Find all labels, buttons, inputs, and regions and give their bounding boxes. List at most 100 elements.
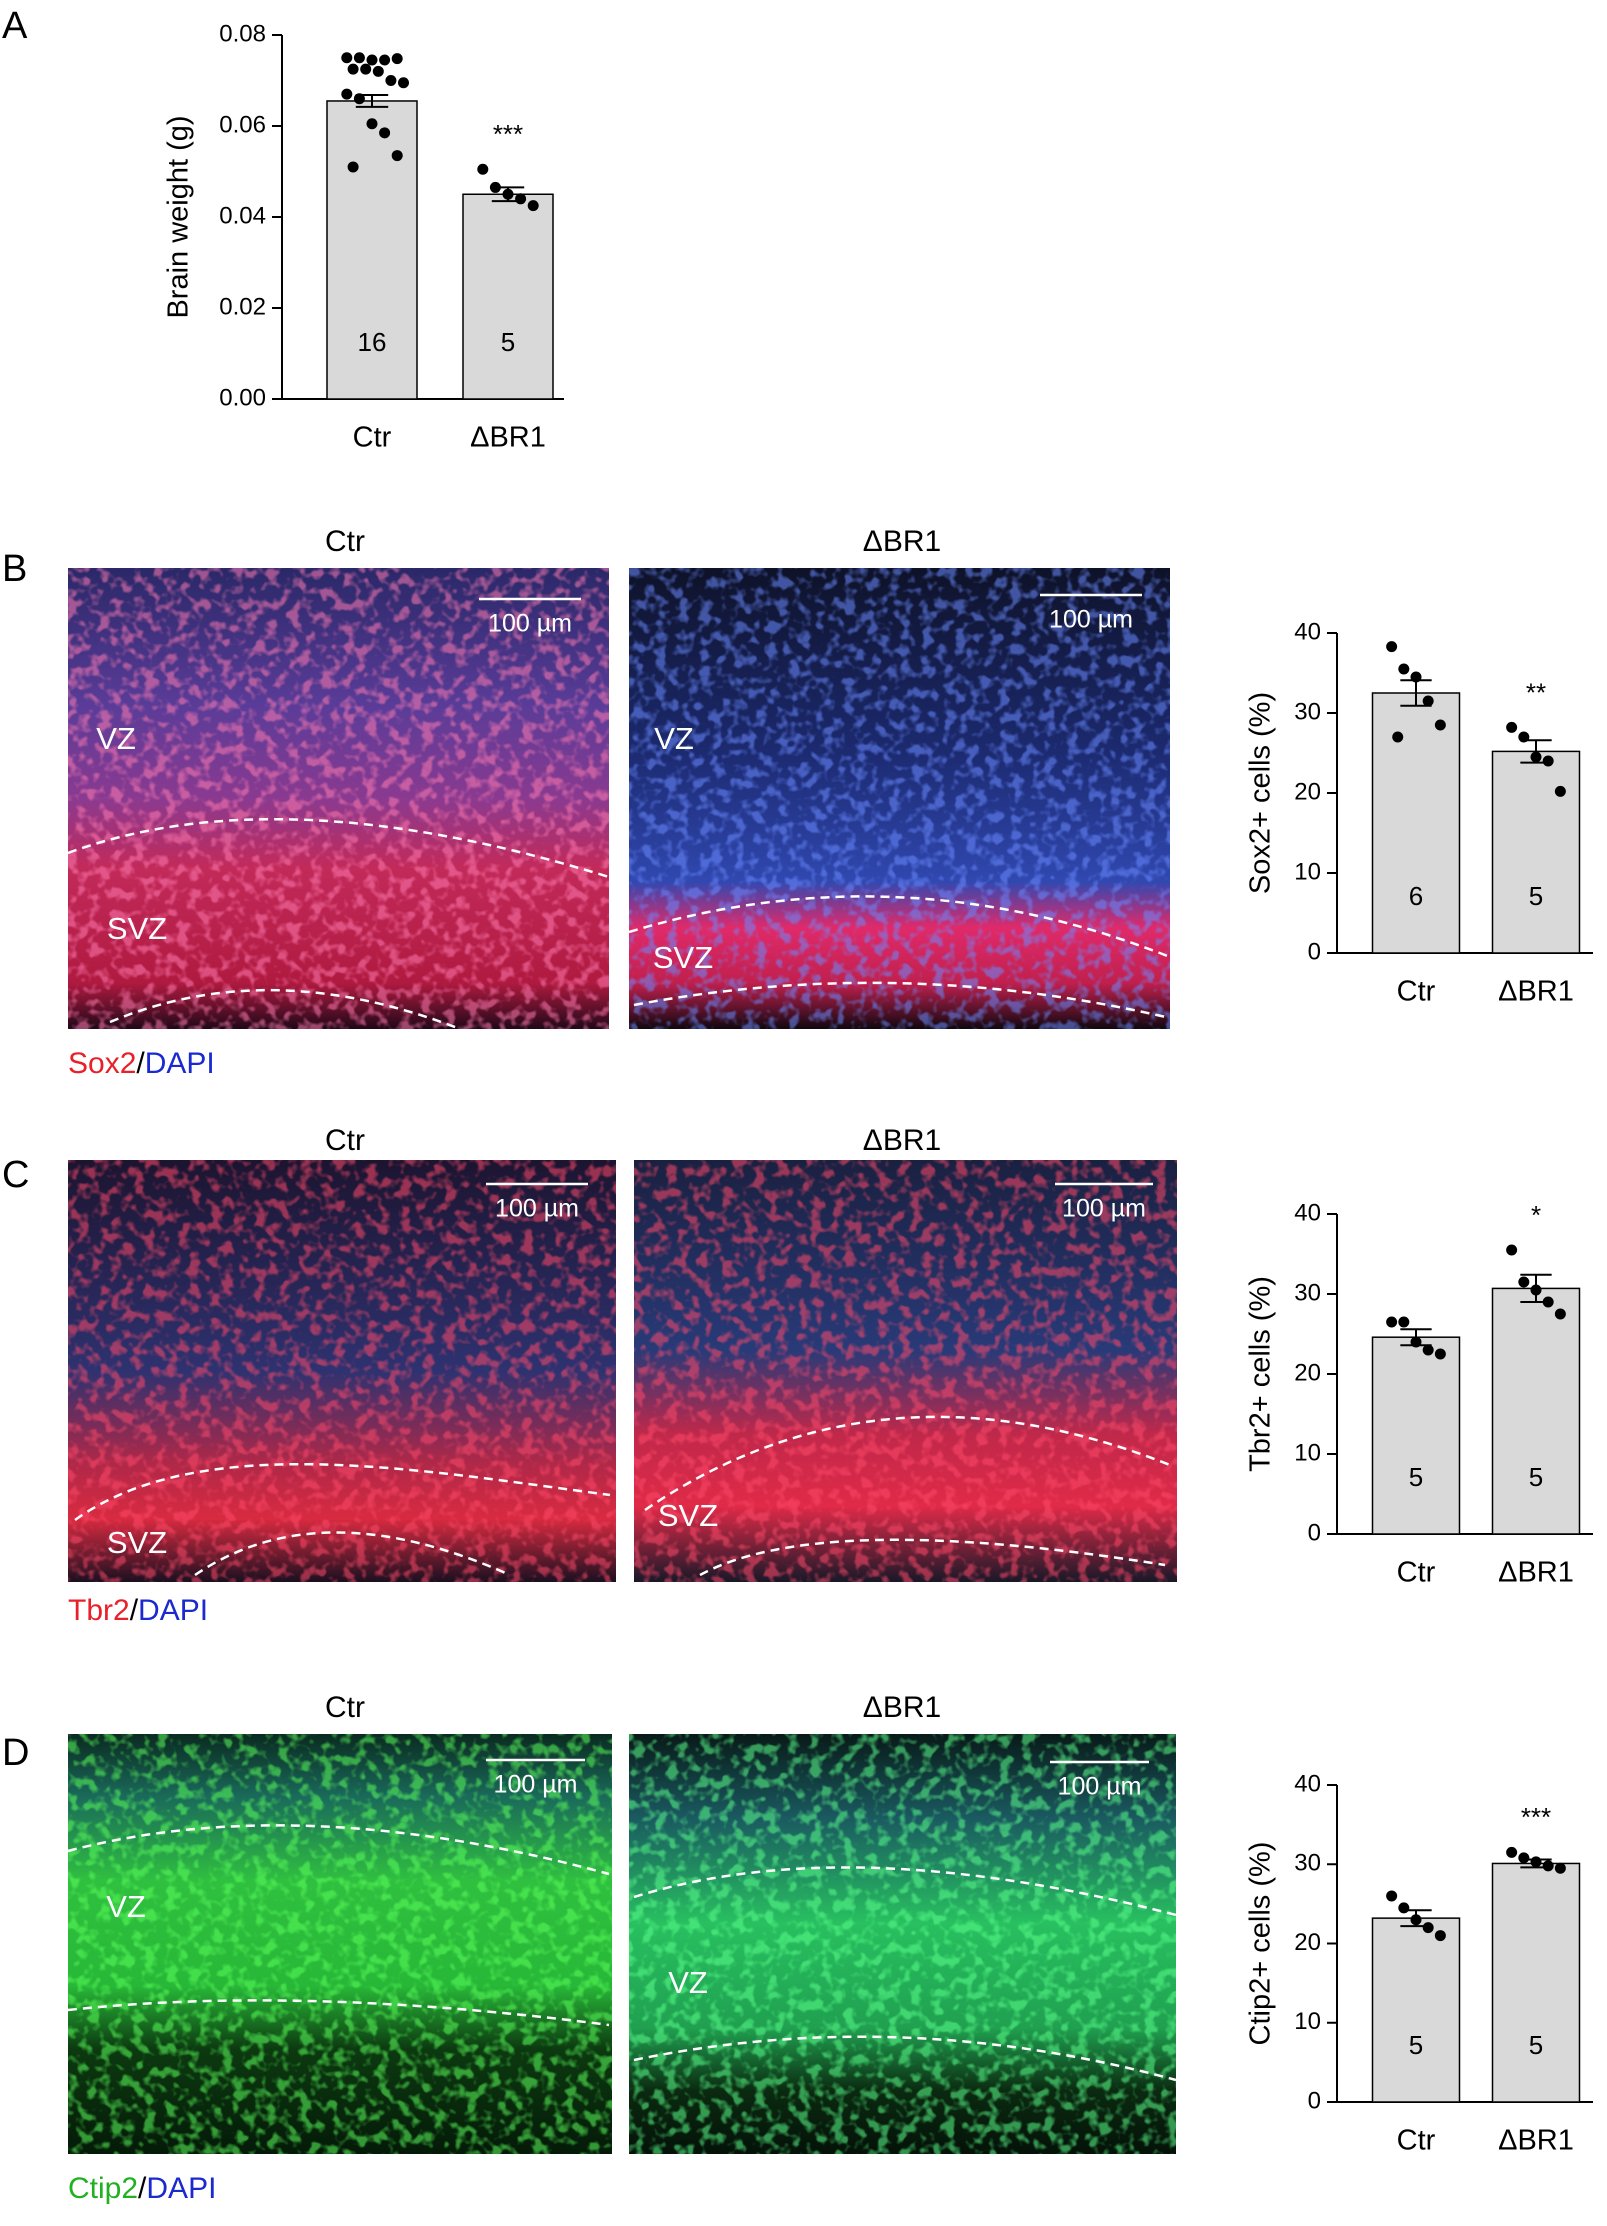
zone-label: SVZ xyxy=(658,1498,718,1533)
data-point xyxy=(1554,1308,1566,1320)
zone-boundary xyxy=(633,2035,1177,2082)
y-tick-label: 30 xyxy=(1294,1850,1321,1877)
data-point xyxy=(366,118,378,130)
data-point xyxy=(1422,1344,1434,1356)
bar xyxy=(326,100,418,400)
data-point xyxy=(1434,1930,1446,1942)
micrograph-texture xyxy=(629,568,1170,1029)
y-axis-label: Ctip2+ cells (%) xyxy=(1245,1842,1277,2046)
x-tick-label: Ctr xyxy=(1397,976,1436,1008)
zone-boundary xyxy=(699,1538,1166,1577)
bar xyxy=(1491,1287,1581,1535)
stain-label: DAPI xyxy=(145,1047,215,1080)
zone-boundary xyxy=(67,1999,610,2027)
y-tick-label: 0 xyxy=(1308,1519,1321,1546)
zone-boundary xyxy=(644,1415,1171,1512)
zone-boundary xyxy=(67,818,610,879)
data-point xyxy=(1386,1316,1398,1328)
significance-label: ** xyxy=(1526,677,1546,707)
data-point xyxy=(1386,641,1398,653)
zone-boundary xyxy=(109,989,461,1031)
data-point xyxy=(341,88,353,100)
stain-label: Tbr2 xyxy=(68,1594,130,1627)
y-tick-label: 0 xyxy=(1308,2087,1321,2114)
image-title: Ctr xyxy=(325,1124,365,1157)
scale-bar-label: 100 µm xyxy=(495,1195,579,1223)
micrograph-texture xyxy=(629,1734,1176,2154)
data-point xyxy=(1530,1284,1542,1296)
zone-label: VZ xyxy=(96,721,136,756)
micrograph-texture xyxy=(68,568,609,1029)
significance-label: *** xyxy=(493,119,523,149)
micrograph-texture xyxy=(634,1160,1177,1582)
n-label: 5 xyxy=(501,327,515,357)
data-point xyxy=(1518,1852,1530,1864)
bar xyxy=(1491,1862,1581,2103)
zone-boundary xyxy=(628,895,1171,959)
stain-label: DAPI xyxy=(138,1594,208,1627)
x-tick-label: Ctr xyxy=(1397,1557,1436,1589)
y-tick-label: 30 xyxy=(1294,698,1321,725)
y-axis-label: Brain weight (g) xyxy=(163,115,195,318)
data-point xyxy=(360,63,372,75)
data-point xyxy=(1506,721,1518,733)
stain-legend: Sox2/DAPI xyxy=(68,1047,215,1080)
data-point xyxy=(1398,1902,1410,1914)
data-point xyxy=(372,65,384,77)
zone-label: VZ xyxy=(654,721,694,756)
x-tick-label: Ctr xyxy=(353,422,392,454)
y-tick-label: 40 xyxy=(1294,1770,1321,1797)
x-tick-label: ΔBR1 xyxy=(1498,976,1574,1008)
y-tick-label: 10 xyxy=(1294,1439,1321,1466)
stain-label: / xyxy=(136,1047,145,1080)
zone-boundary xyxy=(633,1866,1177,1917)
data-point xyxy=(1506,1846,1518,1858)
y-tick-label: 40 xyxy=(1294,618,1321,645)
scale-bar-label: 100 µm xyxy=(1058,1773,1142,1801)
image-title: Ctr xyxy=(325,1691,365,1724)
data-point xyxy=(1434,1348,1446,1360)
n-label: 5 xyxy=(1529,2030,1543,2060)
data-point xyxy=(1422,1922,1434,1934)
zone-boundary xyxy=(74,1462,611,1522)
bar xyxy=(1371,692,1461,954)
data-point xyxy=(477,163,489,175)
data-point xyxy=(1434,719,1446,731)
stain-label: DAPI xyxy=(146,2172,216,2205)
panel-letter: A xyxy=(2,5,28,47)
data-point xyxy=(1386,1890,1398,1902)
zone-label: VZ xyxy=(668,1965,708,2000)
data-point xyxy=(1422,695,1434,707)
data-point xyxy=(1410,1336,1422,1348)
panel-letter: D xyxy=(2,1732,29,1774)
data-point xyxy=(341,52,353,64)
data-point xyxy=(1554,1862,1566,1874)
n-label: 5 xyxy=(1529,881,1543,911)
panel-letter: B xyxy=(2,548,27,590)
data-point xyxy=(1392,731,1404,743)
scale-bar-label: 100 µm xyxy=(494,1771,578,1799)
n-label: 16 xyxy=(358,327,387,357)
zone-label: SVZ xyxy=(107,1525,167,1560)
bar xyxy=(1491,750,1581,954)
zone-label: SVZ xyxy=(107,911,167,946)
data-point xyxy=(379,127,391,139)
data-point xyxy=(489,181,501,193)
data-point xyxy=(379,54,391,66)
y-tick-label: 0.02 xyxy=(219,293,266,320)
data-point xyxy=(1506,1244,1518,1256)
data-point xyxy=(1410,1914,1422,1926)
stain-label: / xyxy=(138,2172,147,2205)
y-axis-label: Tbr2+ cells (%) xyxy=(1245,1276,1277,1472)
significance-label: *** xyxy=(1521,1802,1551,1832)
y-axis-label: Sox2+ cells (%) xyxy=(1245,692,1277,894)
scale-bar-label: 100 µm xyxy=(488,610,572,638)
panel-letter: C xyxy=(2,1154,29,1196)
image-title: ΔBR1 xyxy=(863,525,941,558)
stain-label: Ctip2 xyxy=(68,2172,138,2205)
data-point xyxy=(1542,1860,1554,1872)
data-point xyxy=(1542,755,1554,767)
y-tick-label: 0.06 xyxy=(219,111,266,138)
